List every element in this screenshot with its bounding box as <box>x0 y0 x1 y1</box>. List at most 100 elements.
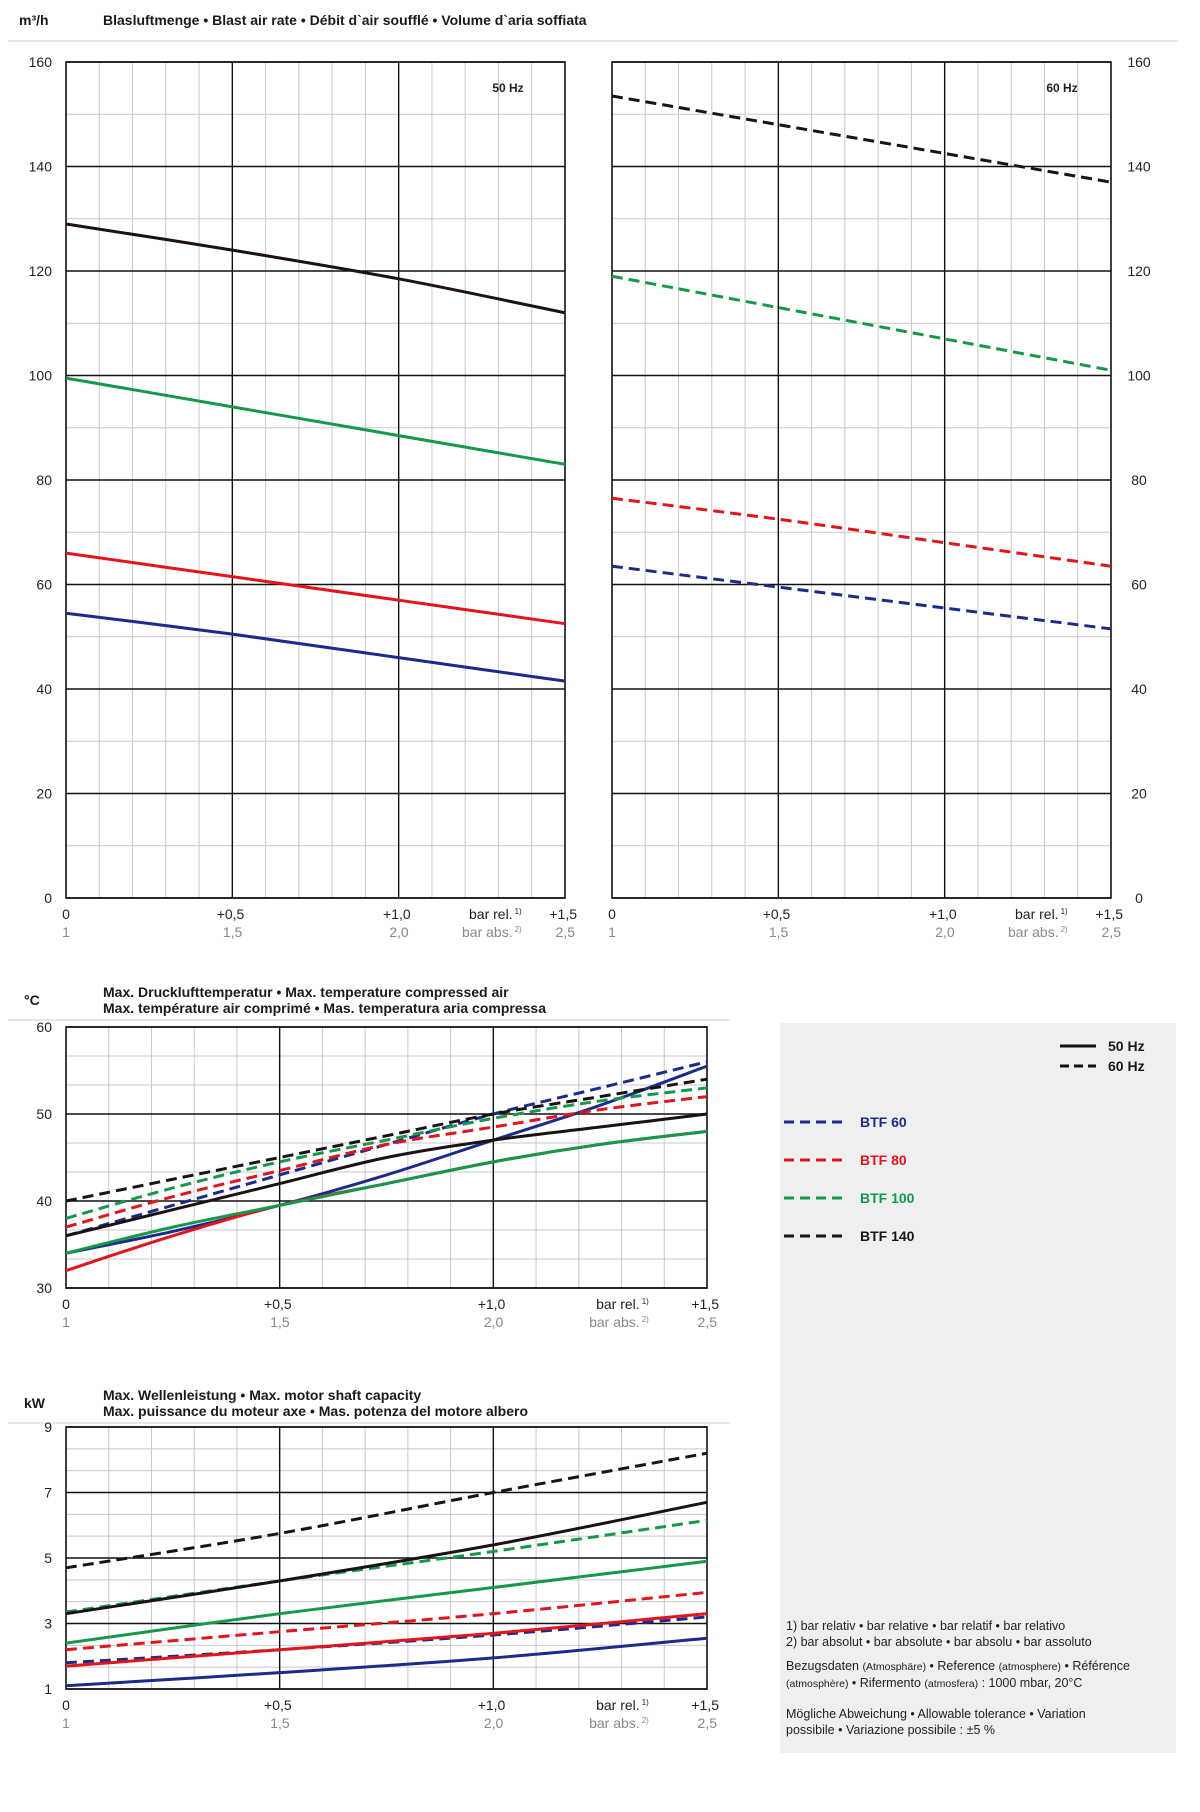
y-tick-label: 60 <box>1131 577 1147 593</box>
axis-label-bar-rel: bar rel. <box>596 1697 640 1713</box>
series-line-btf140-60hz <box>65 1077 708 1203</box>
x-tick-label-abs: 2,0 <box>484 1715 504 1731</box>
section-title-airrate: Blasluftmenge • Blast air rate • Débit d… <box>103 12 587 28</box>
series-line-btf100-60hz <box>65 1086 708 1220</box>
x-tick-label: 0 <box>62 1296 70 1312</box>
series-line-btf60-50hz <box>65 611 566 683</box>
legend-50hz: 50 Hz <box>1060 1038 1145 1054</box>
chart-temperature: 30 40 50 60 0 1 +0,5 1,5 +1,0 2,0 +1,5 2,5 bar rel. 1… <box>36 1019 719 1330</box>
y-tick-label: 120 <box>1127 263 1151 279</box>
y-tick-label: 60 <box>36 577 52 593</box>
x-tick-label: +0,5 <box>264 1296 292 1312</box>
legend-label: BTF 100 <box>860 1190 915 1206</box>
y-tick-label: 40 <box>36 1193 52 1209</box>
x-tick-label-abs: 2,0 <box>484 1314 504 1330</box>
x-tick-label-abs: 2,0 <box>389 924 409 940</box>
x-tick-label-abs: 2,5 <box>698 1314 718 1330</box>
ref-text: Bezugsdaten <box>786 1659 859 1673</box>
ref-text: • Rifermento <box>848 1676 921 1690</box>
series-line-btf60-60hz <box>611 564 1112 631</box>
frequency-label: 50 Hz <box>492 81 523 95</box>
legend-item-btf100: BTF 100 <box>784 1190 914 1206</box>
x-tick-label: +1,5 <box>549 906 577 922</box>
y-tick-label: 160 <box>29 54 53 70</box>
plot-frame <box>611 61 1112 899</box>
x-tick-label: +1,5 <box>1095 906 1123 922</box>
series-line-btf140-60hz <box>65 1451 708 1570</box>
y-tick-label: 100 <box>1127 368 1151 384</box>
title-line-1: Max. Drucklufttemperatur • Max. temperat… <box>103 984 509 1000</box>
series-line-btf100-50hz <box>65 1559 708 1645</box>
unit-label-temperature: °C <box>24 992 40 1008</box>
y-tick-label: 100 <box>29 368 53 384</box>
y-tick-label: 50 <box>36 1106 52 1122</box>
y-tick-label: 9 <box>44 1419 52 1435</box>
ref-text: • Reference <box>926 1659 996 1673</box>
legend-item-btf60: BTF 60 <box>784 1114 907 1130</box>
x-tick-label-abs: 1 <box>62 924 70 940</box>
x-tick-label-abs: 1,5 <box>769 924 789 940</box>
series-line-btf140-50hz <box>65 222 566 315</box>
axis-label-footnote: 1) <box>1061 907 1068 916</box>
axis-label-bar-abs: bar abs. <box>1008 924 1059 940</box>
title-line-2: Max. température air comprimé • Mas. tem… <box>103 1000 546 1016</box>
axis-label-bar-abs: bar abs. <box>462 924 513 940</box>
axis-label-footnote: 2) <box>642 1716 649 1725</box>
legend-label: BTF 60 <box>860 1114 907 1130</box>
series-line-btf80-50hz <box>65 551 566 626</box>
axis-label-footnote: 1) <box>642 1297 649 1306</box>
series-line-btf60-50hz <box>65 1064 708 1255</box>
header-rule <box>8 1422 730 1424</box>
x-tick-label: 0 <box>608 906 616 922</box>
header-rule <box>8 40 1178 42</box>
legend-50hz-label: 50 Hz <box>1108 1038 1145 1054</box>
series-line-btf80-60hz <box>611 496 1112 568</box>
x-tick-label: +0,5 <box>217 906 245 922</box>
dashed-line-sample <box>1060 1064 1096 1068</box>
axis-label-footnote: 1) <box>515 907 522 916</box>
legend-item-btf80: BTF 80 <box>784 1152 907 1168</box>
plot-area <box>65 1426 708 1690</box>
ref-text: : 1000 mbar, 20°C <box>978 1676 1083 1690</box>
x-tick-label-abs: 2,5 <box>698 1715 718 1731</box>
series-line-btf140-50hz <box>65 1112 708 1238</box>
x-tick-label-abs: 2,0 <box>935 924 955 940</box>
ref-small: (Atmosphäre) <box>862 1661 927 1673</box>
series-line-btf60-60hz <box>65 1615 708 1665</box>
y-tick-label: 120 <box>29 263 53 279</box>
x-tick-label: +0,5 <box>264 1697 292 1713</box>
title-line-1: Max. Wellenleistung • Max. motor shaft c… <box>103 1387 422 1403</box>
y-tick-label: 7 <box>44 1485 52 1501</box>
ref-small: (atmosfera) <box>924 1678 979 1690</box>
series-line-btf100-50hz <box>65 376 566 466</box>
y-tick-label: 140 <box>1127 159 1151 175</box>
legend-swatch <box>784 1120 848 1124</box>
legend-swatch <box>784 1158 848 1162</box>
series-line-btf100-50hz <box>65 1129 708 1255</box>
x-tick-label: +1,0 <box>478 1697 506 1713</box>
x-tick-label-abs: 2,5 <box>556 924 576 940</box>
y-tick-label: 40 <box>36 681 52 697</box>
legend-panel: 50 Hz 60 Hz BTF 60 BTF 80 BTF 100 BTF 14… <box>780 1023 1176 1753</box>
section-title-power: Max. Wellenleistung • Max. motor shaft c… <box>103 1387 528 1419</box>
y-tick-label: 0 <box>1135 890 1143 906</box>
legend-label: BTF 80 <box>860 1152 907 1168</box>
y-tick-label: 5 <box>44 1550 52 1566</box>
solid-line-sample <box>1060 1044 1096 1048</box>
x-tick-label: +1,0 <box>478 1296 506 1312</box>
reference-note: Bezugsdaten (Atmosphäre) • Reference (at… <box>786 1658 1170 1692</box>
y-tick-label: 40 <box>1131 681 1147 697</box>
plot-area <box>65 1026 708 1289</box>
y-tick-label: 80 <box>1131 472 1147 488</box>
y-tick-label: 20 <box>36 786 52 802</box>
series-line-btf80-60hz <box>65 1590 708 1652</box>
x-tick-label: +1,0 <box>383 906 411 922</box>
unit-label-power: kW <box>24 1395 45 1411</box>
y-tick-label: 3 <box>44 1616 52 1632</box>
x-tick-label-abs: 1 <box>608 924 616 940</box>
x-tick-label: +1,5 <box>691 1697 719 1713</box>
x-tick-label-abs: 1,5 <box>270 1314 290 1330</box>
legend-swatch <box>784 1234 848 1238</box>
ref-small: (atmosphere) <box>998 1661 1062 1673</box>
axis-label-bar-abs: bar abs. <box>589 1715 640 1731</box>
